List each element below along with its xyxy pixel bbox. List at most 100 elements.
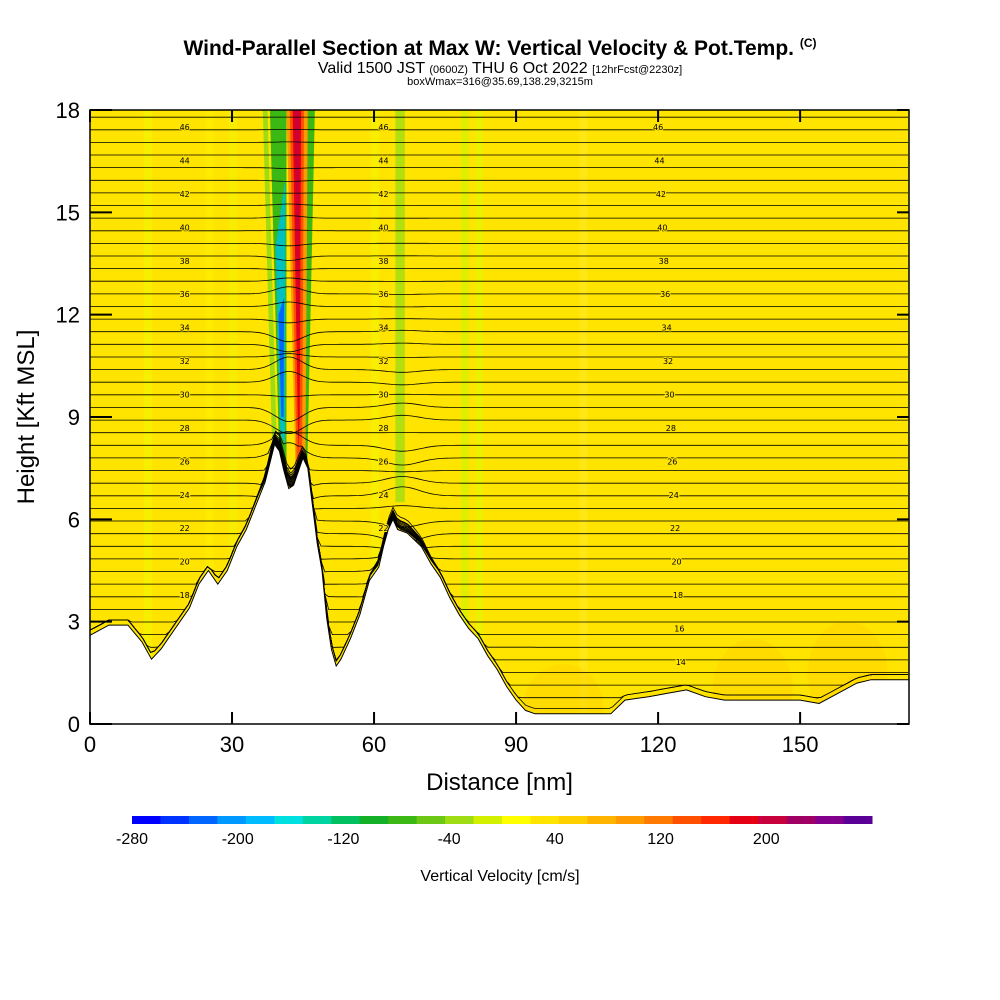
theta-contour-line [90, 203, 909, 206]
colorbar-tick-label: 40 [546, 831, 564, 848]
theta-label: 16 [674, 624, 684, 633]
theta-contour-line [90, 447, 909, 495]
theta-contour-line [90, 442, 909, 510]
colorbar-swatch [644, 816, 674, 824]
theta-label: 40 [657, 223, 667, 232]
colorbar-label: Vertical Velocity [cm/s] [420, 868, 579, 885]
downdraft-streak [395, 110, 405, 503]
velocity-streak [475, 110, 484, 724]
x-tick-label: 0 [84, 732, 96, 757]
theta-label: 46 [653, 123, 663, 132]
theta-contour-line [90, 431, 909, 541]
theta-label: 30 [664, 390, 674, 399]
y-tick-label: 6 [68, 507, 80, 532]
theta-contour-line [90, 445, 909, 573]
theta-label: 28 [666, 424, 676, 433]
theta-label: 32 [663, 357, 673, 366]
colorbar-tick-label: -120 [327, 831, 359, 848]
theta-contour-line [90, 414, 909, 434]
x-axis-label: Distance [nm] [426, 769, 573, 796]
theta-labels: 46 46 46 44 44 44 42 42 42 40 40 40 38 38 38 36 36 36 34 34… [179, 122, 687, 668]
y-tick-label: 3 [68, 610, 80, 635]
theta-label: 30 [378, 390, 388, 399]
x-tick-label: 120 [640, 732, 677, 757]
updraft-max [294, 110, 300, 349]
theta-label: 34 [378, 324, 388, 333]
colorbar-swatch [502, 816, 531, 824]
colorbar-swatch [701, 816, 731, 824]
theta-label: 22 [180, 524, 190, 533]
y-tick-label: 9 [68, 405, 80, 430]
colorbar-swatch [615, 816, 645, 824]
theta-label: 40 [180, 223, 190, 232]
theta-contour-line [90, 434, 909, 528]
theta-label: 26 [667, 457, 677, 466]
colorbar-swatch [672, 816, 702, 824]
theta-label: 32 [378, 357, 388, 366]
theta-contour-line [90, 301, 909, 308]
theta-contour-line [90, 277, 909, 282]
box-info: boxWmax=316@35.69,138.29,3215m [407, 76, 593, 88]
colorbar-swatch [445, 816, 475, 824]
theta-label: 24 [180, 491, 190, 500]
colorbar-tick-label: 120 [647, 831, 674, 848]
colorbar-swatch [558, 816, 588, 824]
velocity-streak [205, 110, 214, 724]
theta-label: 20 [671, 558, 681, 567]
colorbar-tick-label: 200 [753, 831, 780, 848]
terrain [90, 443, 909, 724]
theta-contour-line [90, 215, 909, 219]
y-axis-label: Height [Kft MSL] [13, 330, 40, 505]
theta-label: 38 [180, 257, 190, 266]
theta-label: 44 [378, 156, 388, 165]
theta-contour-line [90, 329, 909, 343]
colorbar-swatch [217, 816, 247, 824]
theta-contour-line [90, 167, 909, 169]
theta-contour-line [90, 286, 909, 295]
colorbar-swatch [160, 816, 190, 824]
theta-contour-line [90, 229, 909, 232]
colorbar-swatch [786, 816, 816, 824]
colorbar-tick-label: -280 [116, 831, 148, 848]
theta-label: 22 [378, 524, 388, 533]
theta-label: 36 [660, 290, 670, 299]
velocity-patch [712, 638, 793, 724]
theta-label: 14 [676, 658, 686, 667]
theta-contour-line [90, 342, 909, 353]
theta-label: 44 [654, 156, 664, 165]
velocity-patch [523, 664, 604, 724]
velocity-streak [579, 110, 588, 724]
x-tick-label: 150 [782, 732, 819, 757]
theta-contour-line [90, 141, 909, 143]
theta-contour-line [90, 402, 909, 422]
theta-label: 42 [378, 190, 388, 199]
colorbar-swatch [388, 816, 418, 824]
valid-time: Valid 1500 JST [317, 60, 425, 77]
theta-contour-line [90, 255, 909, 261]
colorbar: -280 -200 -120 -40 40 120 200 Vertical Velocity… [116, 816, 873, 885]
theta-contour-line [90, 318, 909, 324]
valid-date: THU 6 Oct 2022 [472, 60, 588, 77]
theta-label: 32 [180, 357, 190, 366]
theta-label: 46 [180, 123, 190, 132]
theta-label: 40 [378, 223, 388, 232]
theta-label: 18 [180, 591, 190, 600]
theta-contour-line [90, 436, 909, 549]
chart-title-text: Wind-Parallel Section at Max W: Vertical… [183, 37, 794, 60]
colorbar-swatch [587, 816, 617, 824]
plot-area: 46 46 46 44 44 44 42 42 42 40 40 40 38 38 38 36 36 36 34 34… [90, 110, 909, 724]
theta-contour-line [90, 371, 909, 386]
copyright-mark: (C) [799, 36, 817, 50]
theta-contour-line [90, 448, 909, 500]
theta-label: 36 [180, 290, 190, 299]
y-tick-label: 12 [56, 303, 80, 328]
downdraft-max [278, 297, 285, 417]
theta-label: 24 [378, 491, 388, 500]
colorbar-swatch [359, 816, 389, 824]
theta-label: 20 [180, 558, 190, 567]
theta-contour-line [90, 179, 909, 182]
theta-contour-line [90, 242, 909, 247]
y-tick-label: 15 [56, 200, 80, 225]
theta-label: 34 [662, 324, 672, 333]
theta-contour-line [90, 356, 909, 373]
